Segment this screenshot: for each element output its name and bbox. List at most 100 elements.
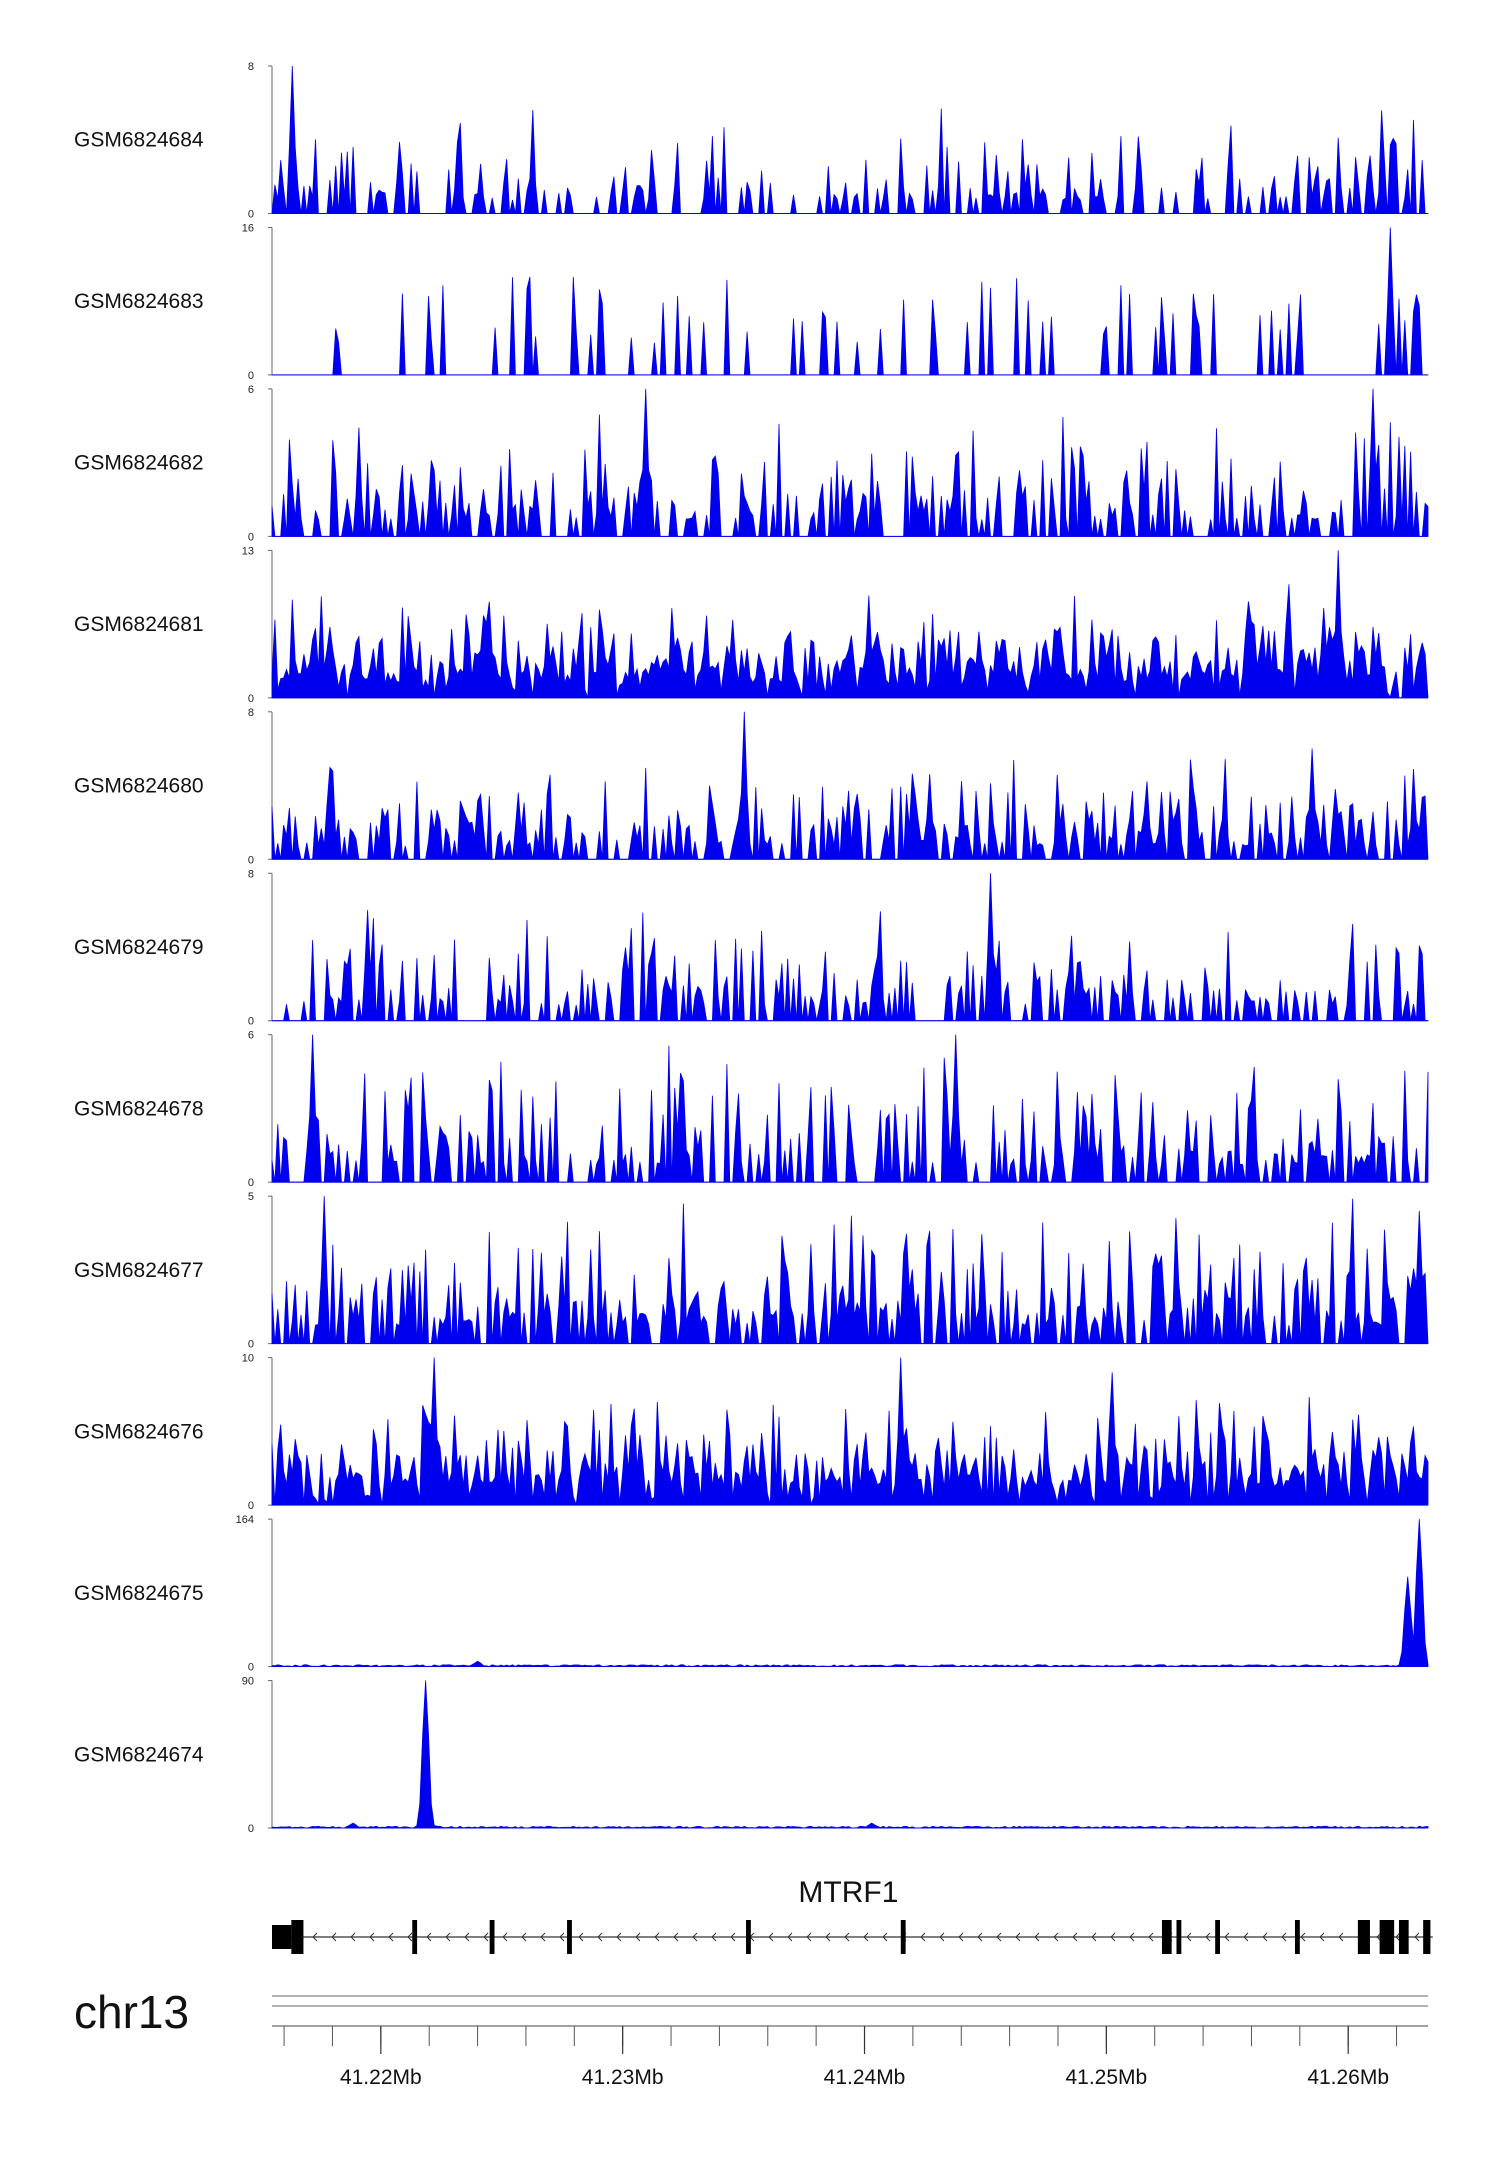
gene-exon — [291, 1920, 304, 1954]
track-GSM6824682: GSM6824682 6 0 — [74, 384, 1429, 543]
gene-exon — [567, 1920, 572, 1954]
strand-chevron — [350, 1932, 356, 1942]
track-GSM6824680: GSM6824680 8 0 — [74, 707, 1429, 866]
y-axis-zero-label: 0 — [248, 1339, 254, 1351]
strand-chevron — [996, 1932, 1002, 1942]
track-label: GSM6824679 — [74, 936, 204, 959]
gene-exon — [1161, 1920, 1172, 1954]
coverage-area — [271, 1357, 1429, 1506]
strand-chevron — [882, 1932, 888, 1942]
strand-chevron — [1110, 1932, 1116, 1942]
coverage-area — [271, 388, 1429, 537]
y-axis-max-label: 8 — [248, 868, 254, 880]
track-label: GSM6824677 — [74, 1259, 204, 1282]
strand-chevron — [1205, 1932, 1211, 1942]
strand-chevron — [1395, 1932, 1401, 1942]
track-label: GSM6824678 — [74, 1097, 204, 1120]
track-label: GSM6824676 — [74, 1420, 204, 1443]
y-axis-max-label: 5 — [248, 1191, 254, 1203]
strand-chevron — [825, 1932, 831, 1942]
track-GSM6824675: GSM6824675 164 0 — [74, 1514, 1429, 1674]
strand-chevron — [616, 1932, 622, 1942]
track-label: GSM6824682 — [74, 452, 204, 475]
strand-chevron — [578, 1932, 584, 1942]
coverage-area — [271, 1519, 1429, 1667]
y-axis-zero-label: 0 — [248, 531, 254, 543]
genome-axis-tick-label: 41.22Mb — [340, 2066, 422, 2089]
genome-axis-tick-label: 41.24Mb — [824, 2066, 906, 2089]
strand-chevron — [654, 1932, 660, 1942]
strand-chevron — [692, 1932, 698, 1942]
strand-chevron — [464, 1932, 470, 1942]
strand-chevron — [502, 1932, 508, 1942]
coverage-area — [271, 1196, 1429, 1345]
strand-chevron — [1034, 1932, 1040, 1942]
y-axis-zero-label: 0 — [248, 1500, 254, 1512]
gene-exon — [900, 1920, 906, 1954]
coverage-area — [271, 1034, 1429, 1183]
y-axis-max-label: 13 — [242, 545, 254, 557]
y-axis-zero-label: 0 — [248, 1016, 254, 1028]
gene-exon — [1176, 1920, 1182, 1954]
coverage-area — [271, 1680, 1429, 1829]
y-axis-zero-label: 0 — [248, 208, 254, 220]
coverage-area — [271, 711, 1429, 860]
gene-name-label: MTRF1 — [798, 1876, 898, 1909]
gene-exon — [1357, 1920, 1370, 1954]
strand-chevron — [540, 1932, 546, 1942]
strand-chevron — [806, 1932, 812, 1942]
coverage-area — [271, 65, 1429, 214]
strand-chevron — [483, 1932, 489, 1942]
gene-exon — [1379, 1920, 1395, 1954]
y-axis-max-label: 6 — [248, 1030, 254, 1042]
genome-axis-tick-label: 41.26Mb — [1307, 2066, 1389, 2089]
track-label: GSM6824684 — [74, 129, 204, 152]
strand-chevron — [369, 1932, 375, 1942]
strand-chevron — [1015, 1932, 1021, 1942]
gene-exon — [1294, 1920, 1300, 1954]
strand-chevron — [768, 1932, 774, 1942]
y-axis-max-label: 6 — [248, 384, 254, 396]
strand-chevron — [312, 1932, 318, 1942]
strand-chevron — [1319, 1932, 1325, 1942]
strand-chevron — [1129, 1932, 1135, 1942]
strand-chevron — [597, 1932, 603, 1942]
y-axis-max-label: 164 — [236, 1514, 254, 1526]
strand-chevron — [635, 1932, 641, 1942]
strand-chevron — [920, 1932, 926, 1942]
strand-chevron — [863, 1932, 869, 1942]
gene-exon — [1423, 1920, 1431, 1954]
strand-chevron — [1262, 1932, 1268, 1942]
y-axis-zero-label: 0 — [248, 1823, 254, 1835]
strand-chevron — [844, 1932, 850, 1942]
chromosome-label: chr13 — [74, 1986, 189, 2038]
track-label: GSM6824680 — [74, 775, 204, 798]
y-axis-max-label: 8 — [248, 61, 254, 73]
strand-chevron — [1338, 1932, 1344, 1942]
track-GSM6824679: GSM6824679 8 0 — [74, 868, 1429, 1028]
strand-chevron — [939, 1932, 945, 1942]
y-axis-max-label: 10 — [242, 1353, 254, 1365]
strand-chevron — [445, 1932, 451, 1942]
strand-chevron — [1281, 1932, 1287, 1942]
strand-chevron — [1300, 1932, 1306, 1942]
track-label: GSM6824683 — [74, 290, 204, 313]
strand-chevron — [1224, 1932, 1230, 1942]
y-axis-max-label: 8 — [248, 707, 254, 719]
track-label: GSM6824681 — [74, 613, 204, 636]
strand-chevron — [559, 1932, 565, 1942]
strand-chevron — [521, 1932, 527, 1942]
strand-chevron — [1414, 1932, 1420, 1942]
gene-exon — [1398, 1920, 1409, 1954]
y-axis-zero-label: 0 — [248, 1177, 254, 1189]
strand-chevron — [1243, 1932, 1249, 1942]
gene-exon — [489, 1920, 495, 1954]
genome-axis-tick-label: 41.25Mb — [1065, 2066, 1147, 2089]
y-axis-max-label: 16 — [242, 222, 254, 234]
track-GSM6824674: GSM6824674 90 0 — [74, 1676, 1429, 1835]
track-label: GSM6824674 — [74, 1743, 204, 1766]
gene-exon — [272, 1925, 292, 1949]
y-axis-zero-label: 0 — [248, 1662, 254, 1674]
y-axis-zero-label: 0 — [248, 370, 254, 382]
